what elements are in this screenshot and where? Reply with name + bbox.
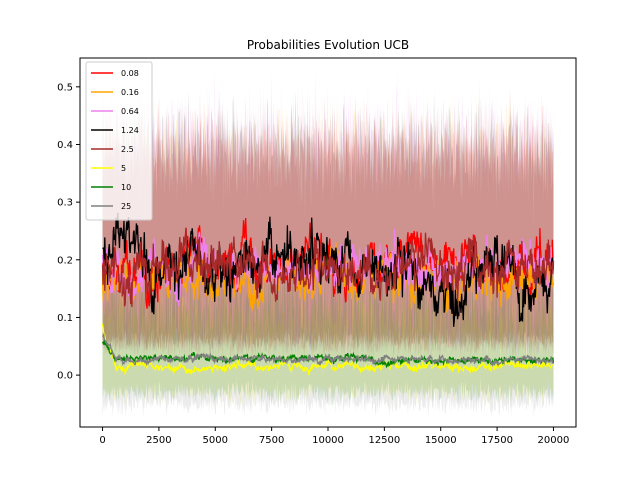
y-tick-label: 0.2 <box>57 255 73 266</box>
y-tick-label: 0.3 <box>57 198 73 209</box>
x-tick-label: 7500 <box>259 435 284 446</box>
x-tick-label: 2500 <box>146 435 171 446</box>
x-axis: 0 2500 5000 7500 10000 12500 15000 17500 20000 <box>99 427 569 446</box>
y-axis: 0.0 0.1 0.2 0.3 0.4 0.5 <box>57 82 80 382</box>
x-tick-label: 10000 <box>312 435 344 446</box>
legend-label: 25 <box>121 202 131 211</box>
band-series-5 <box>102 251 554 410</box>
legend-label: 5 <box>121 164 126 173</box>
x-tick-label: 20000 <box>538 435 570 446</box>
line-series-7 <box>101 333 554 368</box>
x-tick-label: 12500 <box>368 435 400 446</box>
x-tick-label: 15000 <box>425 435 457 446</box>
y-tick-label: 0.1 <box>57 313 73 324</box>
legend-box <box>85 61 153 221</box>
x-tick-label: 0 <box>99 435 105 446</box>
legend-label: 0.16 <box>121 88 139 97</box>
line-series-5 <box>101 323 554 376</box>
x-tick-label: 5000 <box>203 435 228 446</box>
legend-label: 0.64 <box>121 107 139 116</box>
line-series-4 <box>101 227 555 308</box>
chart-title: Probabilities Evolution UCB <box>247 38 409 52</box>
legend-label: 10 <box>121 183 131 192</box>
y-tick-label: 0.4 <box>57 140 73 151</box>
legend-label: 1.24 <box>121 126 139 135</box>
legend-label: 2.5 <box>121 145 134 154</box>
y-tick-label: 0.0 <box>57 371 73 382</box>
y-tick-label: 0.5 <box>57 82 73 93</box>
legend-label: 0.08 <box>121 69 139 78</box>
lines-layer <box>101 212 555 376</box>
x-tick-label: 17500 <box>481 435 513 446</box>
legend: 0.08 0.16 0.64 1.24 2.5 5 10 25 <box>85 61 153 221</box>
